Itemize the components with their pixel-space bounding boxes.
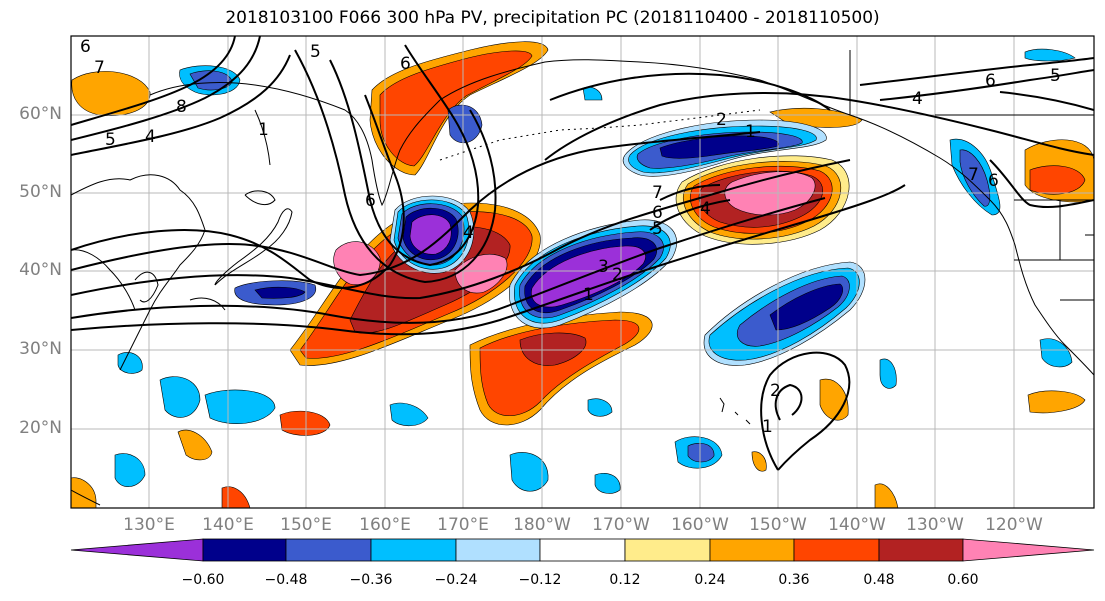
- contour-label: 7: [652, 183, 663, 203]
- lon-label: 130°E: [123, 515, 175, 535]
- lon-label: 140°W: [828, 515, 886, 535]
- contour-label: 6: [652, 203, 663, 223]
- colorbar-segment: [793, 538, 880, 562]
- contour-label: 1: [762, 417, 773, 437]
- lat-label: 20°N: [19, 418, 62, 438]
- lat-label: 30°N: [19, 339, 62, 359]
- contour-label: 7: [94, 58, 105, 78]
- lon-label: 170°W: [592, 515, 650, 535]
- map-title: 2018103100 F066 300 hPa PV, precipitatio…: [225, 8, 880, 28]
- colorbar-segment: [285, 538, 372, 562]
- colorbar: [70, 538, 1095, 562]
- contour-label: 4: [912, 89, 923, 109]
- colorbar-tick-label: −0.12: [518, 572, 562, 588]
- contour-label: 6: [365, 191, 376, 211]
- colorbar-tick-label: −0.60: [181, 572, 225, 588]
- contour-label: 5: [105, 130, 116, 150]
- colorbar-tick-label: −0.24: [434, 572, 478, 588]
- colorbar-segment: [202, 538, 287, 562]
- colorbar-segment: [624, 538, 711, 562]
- colorbar-segment: [539, 538, 626, 562]
- lon-label: 150°E: [280, 515, 332, 535]
- lon-label: 170°E: [437, 515, 489, 535]
- contour-label: 3: [598, 257, 609, 277]
- lat-label: 60°N: [19, 104, 62, 124]
- map-frame: [70, 35, 1095, 509]
- pv-contours: [71, 36, 1094, 471]
- contour-label: 6: [400, 54, 411, 74]
- contour-label: 6: [985, 71, 996, 91]
- contour-label: 2: [612, 265, 623, 285]
- contour-label: 2: [770, 381, 781, 401]
- colorbar-segment: [70, 538, 204, 562]
- contour-label: 6: [988, 171, 999, 191]
- colorbar-segment: [370, 538, 457, 562]
- lon-label: 160°E: [359, 515, 411, 535]
- contour-label: 5: [310, 42, 321, 62]
- lon-label: 120°W: [985, 515, 1043, 535]
- colorbar-segment: [709, 538, 795, 562]
- lon-label: 140°E: [202, 515, 254, 535]
- contour-labels: 7 8 6 5 4 5 1 6 6 4 3 2 1 6 5 4 7 2 1 4 …: [80, 37, 1061, 437]
- colorbar-tick-label: 0.12: [609, 572, 641, 588]
- contour-label: 1: [745, 122, 756, 142]
- contour-label: 7: [968, 165, 979, 185]
- contour-label: 5: [1050, 66, 1061, 86]
- contour-label: 4: [700, 199, 711, 219]
- lat-label: 50°N: [19, 182, 62, 202]
- contour-label: 5: [652, 219, 663, 239]
- colorbar-tick-label: 0.36: [778, 572, 810, 588]
- contour-label: 6: [80, 37, 91, 57]
- lon-label: 160°W: [671, 515, 729, 535]
- lat-label: 40°N: [19, 260, 62, 280]
- lon-label: 150°W: [749, 515, 807, 535]
- colorbar-segment: [962, 538, 1095, 562]
- contour-label: 2: [716, 110, 727, 130]
- contour-label: 4: [145, 127, 156, 147]
- colorbar-segment: [878, 538, 964, 562]
- colorbar-tick-label: 0.48: [863, 572, 895, 588]
- contour-label: 4: [463, 223, 474, 243]
- colorbar-segment: [455, 538, 541, 562]
- contour-label: 1: [583, 285, 594, 305]
- colorbar-tick-label: 0.60: [947, 572, 979, 588]
- lon-label: 180°W: [513, 515, 571, 535]
- lon-label: 130°W: [906, 515, 964, 535]
- colorbar-tick-label: −0.48: [264, 572, 308, 588]
- colorbar-tick-label: −0.36: [349, 572, 393, 588]
- positive-precip-shading: [71, 41, 1094, 508]
- contour-label: 8: [176, 97, 187, 117]
- colorbar-tick-label: 0.24: [694, 572, 726, 588]
- contour-label: 1: [258, 120, 269, 140]
